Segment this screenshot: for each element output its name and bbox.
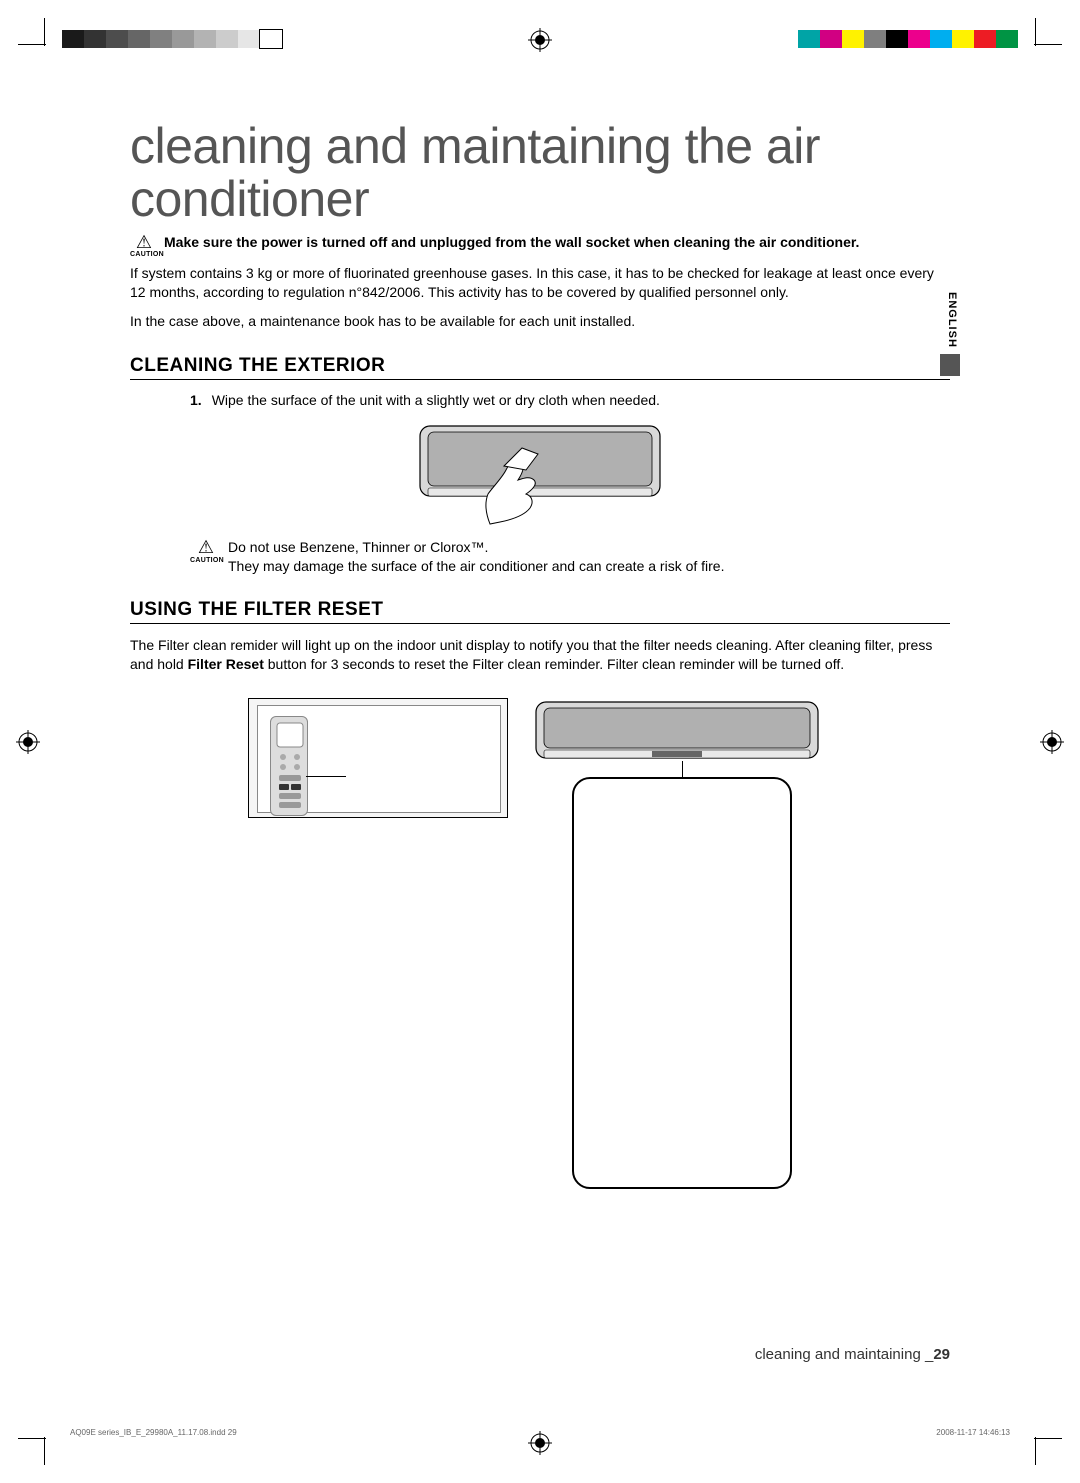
caution-icon: ⚠ CAUTION bbox=[190, 538, 222, 565]
illustration-wipe-unit bbox=[410, 418, 670, 528]
intro-paragraph-1: If system contains 3 kg or more of fluor… bbox=[130, 264, 950, 302]
registration-mark-icon bbox=[528, 28, 552, 52]
registration-color-bar-right bbox=[798, 30, 1018, 48]
illustration-ac-unit bbox=[532, 698, 822, 768]
crop-mark bbox=[1034, 1438, 1062, 1439]
crop-mark bbox=[1035, 18, 1036, 46]
illustration-remote-callout bbox=[248, 698, 508, 818]
step-text: Wipe the surface of the unit with a slig… bbox=[212, 392, 660, 408]
registration-mark-icon bbox=[16, 730, 40, 754]
illustration-unit-display bbox=[532, 698, 832, 1189]
print-footer-filename: AQ09E series_IB_E_29980A_11.17.08.indd 2… bbox=[70, 1428, 237, 1437]
print-footer-timestamp: 2008-11-17 14:46:13 bbox=[936, 1428, 1010, 1437]
registration-mark-icon bbox=[1040, 730, 1064, 754]
section-heading-filter-reset: USING THE FILTER RESET bbox=[130, 599, 950, 624]
crop-mark bbox=[18, 1438, 46, 1439]
step-1: 1. Wipe the surface of the unit with a s… bbox=[130, 392, 950, 408]
caution-line-2: They may damage the surface of the air c… bbox=[228, 557, 724, 576]
crop-mark bbox=[1035, 1437, 1036, 1465]
section-heading-exterior: CLEANING THE EXTERIOR bbox=[130, 355, 950, 380]
caution-line-1: Do not use Benzene, Thinner or Clorox™. bbox=[228, 538, 724, 557]
page-title: cleaning and maintaining the air conditi… bbox=[130, 120, 950, 225]
caution-icon: ⚠ CAUTION bbox=[130, 233, 158, 258]
filter-reset-paragraph: The Filter clean remider will light up o… bbox=[130, 636, 950, 674]
intro-paragraph-2: In the case above, a maintenance book ha… bbox=[130, 312, 950, 331]
registration-color-bar-left bbox=[62, 30, 282, 48]
crop-mark bbox=[44, 18, 45, 46]
illustration-row bbox=[130, 698, 950, 1189]
page-content: cleaning and maintaining the air conditi… bbox=[130, 120, 950, 1363]
page-footer: cleaning and maintaining _29 bbox=[755, 1346, 950, 1363]
caution-text: Make sure the power is turned off and un… bbox=[164, 233, 859, 251]
crop-mark bbox=[44, 1437, 45, 1465]
caution-block: ⚠ CAUTION Make sure the power is turned … bbox=[130, 233, 950, 258]
caution-block-exterior: ⚠ CAUTION Do not use Benzene, Thinner or… bbox=[130, 538, 950, 576]
crop-mark bbox=[1034, 44, 1062, 45]
step-number: 1. bbox=[190, 392, 202, 408]
crop-mark bbox=[18, 44, 46, 45]
registration-mark-icon bbox=[528, 1431, 552, 1455]
illustration-display-panel bbox=[572, 777, 792, 1189]
